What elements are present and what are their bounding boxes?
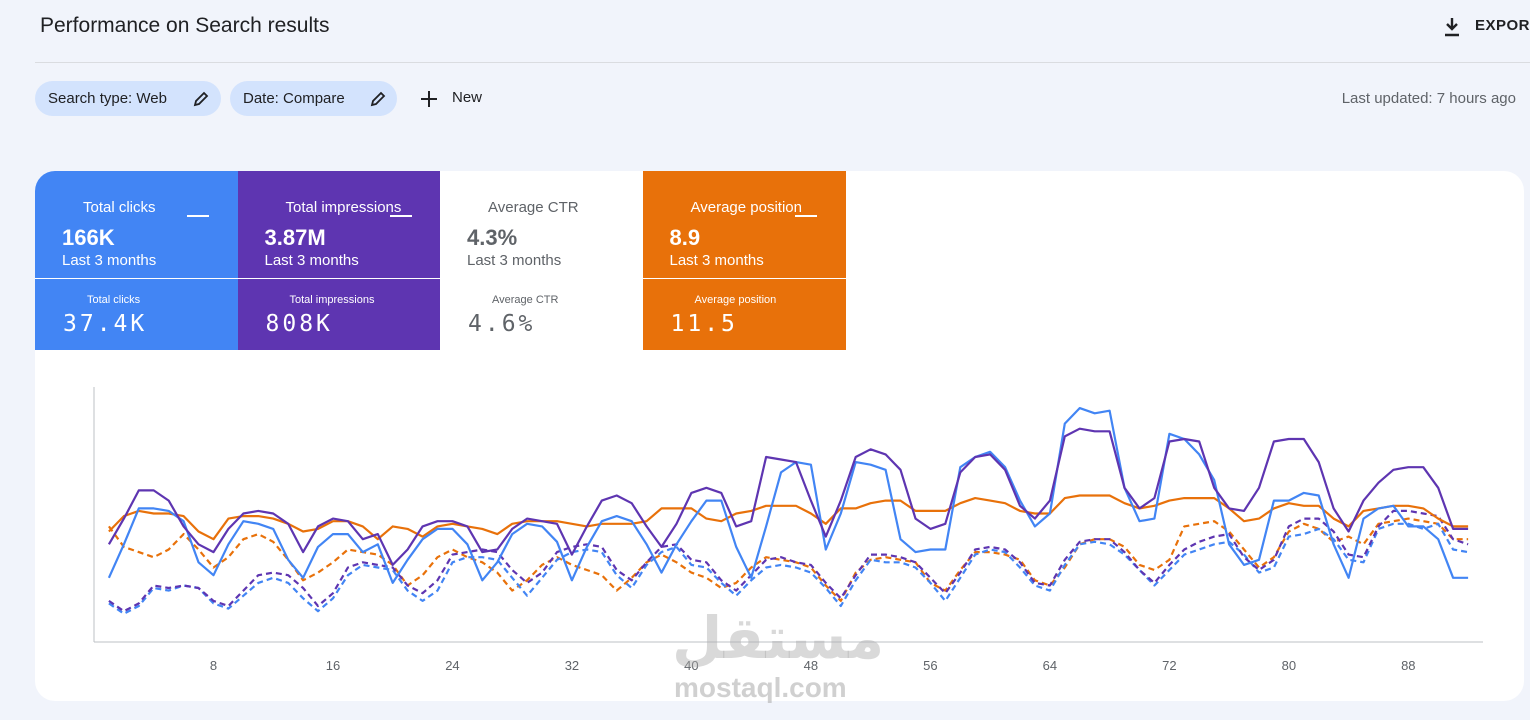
new-filter-button[interactable]: New [452, 89, 483, 106]
export-button[interactable]: EXPORT [1475, 17, 1530, 34]
filter-chip[interactable]: Date: Compare [230, 81, 397, 116]
metric-period: Last 3 months [467, 252, 562, 269]
metric-tile[interactable]: Total impressions 3.87M Last 3 months [237, 171, 441, 278]
metric-label: Total clicks [83, 199, 156, 216]
compare-label: Average position [694, 294, 777, 306]
compare-tile[interactable]: Average CTR 4.6% [440, 279, 643, 350]
line-series [107, 407, 1469, 584]
edit-icon[interactable] [192, 90, 210, 108]
compare-value: 808K [265, 311, 333, 337]
chart-card: 8 16 24 32 40 48 56 64 72 80 88 Total clicks 166K La… [35, 171, 1524, 701]
compare-value: 11.5 [670, 311, 738, 337]
export-icon[interactable] [1442, 16, 1462, 38]
metric-label: Average CTR [488, 199, 579, 216]
line-series [108, 494, 1469, 541]
x-tick-label: 72 [1162, 658, 1176, 673]
compare-value: 4.6% [468, 311, 536, 337]
compare-tile[interactable]: Average position 11.5 [642, 279, 846, 350]
metric-tile[interactable]: Average CTR 4.3% Last 3 months [440, 171, 643, 278]
compare-label: Total clicks [87, 294, 141, 306]
add-icon[interactable] [420, 90, 438, 108]
x-tick-label: 64 [1043, 658, 1057, 673]
edit-icon[interactable] [369, 90, 387, 108]
metric-value: 8.9 [669, 225, 701, 250]
compare-label: Total impressions [289, 294, 375, 306]
metric-label: Total impressions [285, 199, 402, 216]
metric-value: 4.3% [467, 225, 518, 250]
compare-value: 37.4K [63, 311, 148, 337]
line-series [107, 427, 1469, 566]
watermark: مستقل [672, 606, 885, 671]
metric-period: Last 3 months [669, 252, 764, 269]
metric-period: Last 3 months [264, 252, 359, 269]
line-series [108, 522, 1469, 615]
x-tick-label: 48 [804, 658, 818, 673]
metric-tile[interactable]: Total clicks 166K Last 3 months [35, 171, 238, 278]
metric-tile[interactable]: Average position 8.9 Last 3 months [642, 171, 846, 278]
line-series [108, 517, 1469, 602]
last-updated: Last updated: 7 hours ago [1341, 90, 1516, 107]
x-tick-label: 8 [210, 658, 217, 673]
chip-label: Search type: Web [48, 90, 167, 107]
metric-value: 3.87M [264, 225, 326, 250]
filter-chip[interactable]: Search type: Web [35, 81, 221, 116]
page-title: Performance on Search results [40, 14, 330, 37]
x-tick-label: 32 [565, 658, 579, 673]
line-series [108, 509, 1469, 613]
x-tick-label: 88 [1401, 658, 1415, 673]
metric-period: Last 3 months [62, 252, 157, 269]
dash-icon [794, 215, 817, 217]
x-tick-label: 24 [445, 658, 459, 673]
chip-label: Date: Compare [243, 90, 345, 107]
metric-value: 166K [62, 225, 115, 250]
x-tick-label: 16 [326, 658, 340, 673]
compare-label: Average CTR [492, 294, 559, 306]
x-tick-label: 80 [1282, 658, 1296, 673]
separator [35, 62, 1530, 63]
x-tick-label: 40 [684, 658, 698, 673]
chart: 8 16 24 32 40 48 56 64 72 80 88 [93, 387, 1483, 673]
compare-tile[interactable]: Total clicks 37.4K [35, 279, 238, 350]
x-tick-label: 56 [923, 658, 937, 673]
watermark: mostaql.com [674, 672, 847, 703]
dash-icon [389, 215, 412, 217]
dash-icon [187, 215, 209, 217]
compare-tile[interactable]: Total impressions 808K [237, 279, 441, 350]
metric-label: Average position [690, 199, 802, 216]
